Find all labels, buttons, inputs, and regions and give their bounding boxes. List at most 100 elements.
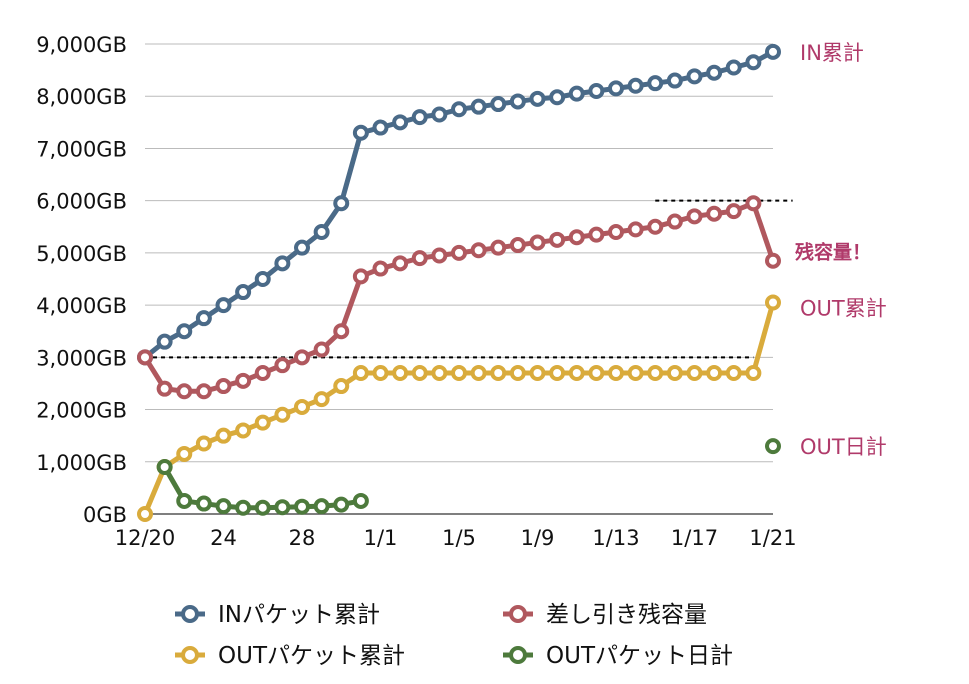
data-point [765, 438, 781, 455]
x-tick-label: 1/21 [749, 526, 796, 550]
data-point [156, 333, 173, 350]
data-point [254, 499, 271, 516]
data-point [686, 365, 703, 381]
legend: INパケット累計 差し引き残容量 OUTパケット累計 OUTパケット日計 [175, 602, 733, 669]
data-point [333, 195, 350, 212]
data-point [156, 380, 173, 397]
data-point [215, 297, 232, 314]
data-point [352, 268, 369, 285]
data-point [392, 114, 409, 131]
data-point [549, 89, 566, 106]
x-tick-label: 28 [289, 526, 316, 550]
data-point [254, 271, 271, 287]
data-point [235, 284, 252, 301]
data-point [666, 72, 683, 89]
series-layer [137, 43, 781, 522]
annotation-label: OUT累計 [800, 297, 887, 321]
data-point [608, 365, 624, 381]
data-point [313, 341, 330, 358]
data-point [706, 365, 723, 381]
data-point [254, 365, 271, 381]
legend-item: INパケット累計 [175, 602, 380, 628]
data-point [215, 427, 232, 444]
x-tick-label: 1/17 [671, 526, 718, 550]
series-1 [137, 195, 781, 400]
data-point [470, 365, 487, 381]
data-point [352, 492, 369, 509]
data-point [274, 357, 291, 374]
data-point [490, 365, 507, 381]
data-point [509, 365, 526, 381]
data-point [235, 422, 252, 439]
data-point [294, 398, 310, 415]
y-tick-label: 5,000GB [36, 242, 127, 266]
data-point [509, 93, 526, 110]
data-point [568, 85, 585, 102]
data-point [274, 255, 291, 272]
y-tick-label: 6,000GB [36, 190, 127, 214]
data-point [333, 323, 350, 340]
data-point [549, 365, 566, 381]
x-axis-tick-labels: 12/20 24 28 1/1 1/5 1/9 1/13 1/17 1/21 [115, 526, 797, 550]
data-point [411, 365, 428, 381]
y-tick-label: 4,000GB [36, 294, 127, 318]
data-point [294, 239, 310, 256]
data-point [215, 378, 232, 395]
data-point [588, 365, 605, 381]
data-point [568, 229, 585, 246]
data-point [431, 106, 448, 123]
data-point [745, 54, 762, 71]
data-point [588, 226, 605, 243]
data-point [549, 231, 566, 248]
y-axis-tick-labels: 0GB 1,000GB 2,000GB 3,000GB 4,000GB 5,000GB 6,… [36, 33, 127, 527]
data-point [372, 260, 389, 277]
annotation-label: OUT日計 [800, 435, 887, 459]
data-point [647, 365, 664, 381]
data-point [372, 119, 389, 136]
legend-label: OUTパケット日計 [546, 643, 733, 669]
data-point [647, 75, 664, 92]
legend-item: OUTパケット日計 [503, 643, 733, 669]
data-point [529, 90, 546, 107]
data-point [451, 365, 467, 381]
data-point [313, 224, 330, 240]
data-point [706, 64, 723, 81]
data-point [666, 365, 683, 381]
legend-label: OUTパケット累計 [218, 643, 405, 669]
data-point [608, 224, 624, 240]
data-point [529, 365, 546, 381]
data-point [765, 252, 781, 269]
data-point [725, 59, 742, 76]
data-point [490, 239, 507, 256]
data-point [627, 221, 644, 238]
data-point [470, 98, 487, 115]
data-point [392, 255, 409, 272]
x-tick-label: 1/13 [592, 526, 639, 550]
data-point [176, 323, 193, 340]
data-point [568, 365, 585, 381]
x-tick-label: 1/9 [521, 526, 555, 550]
data-point [352, 365, 369, 381]
data-point [627, 365, 644, 381]
data-point [235, 372, 252, 389]
data-point [274, 499, 291, 516]
legend-label: 差し引き残容量 [546, 602, 707, 628]
y-tick-label: 2,000GB [36, 399, 127, 423]
legend-swatch-marker [509, 646, 527, 664]
y-tick-label: 7,000GB [36, 137, 127, 161]
data-point [195, 383, 212, 400]
data-point [706, 205, 723, 222]
data-point [451, 244, 467, 261]
series-0 [137, 43, 781, 366]
data-point [176, 445, 193, 462]
data-point [451, 101, 467, 118]
y-tick-label: 8,000GB [36, 85, 127, 109]
data-point [195, 495, 212, 512]
data-point [745, 195, 762, 212]
y-tick-label: 9,000GB [36, 33, 127, 57]
legend-swatch-marker [181, 605, 199, 623]
data-point [176, 383, 193, 400]
data-point [333, 496, 350, 513]
